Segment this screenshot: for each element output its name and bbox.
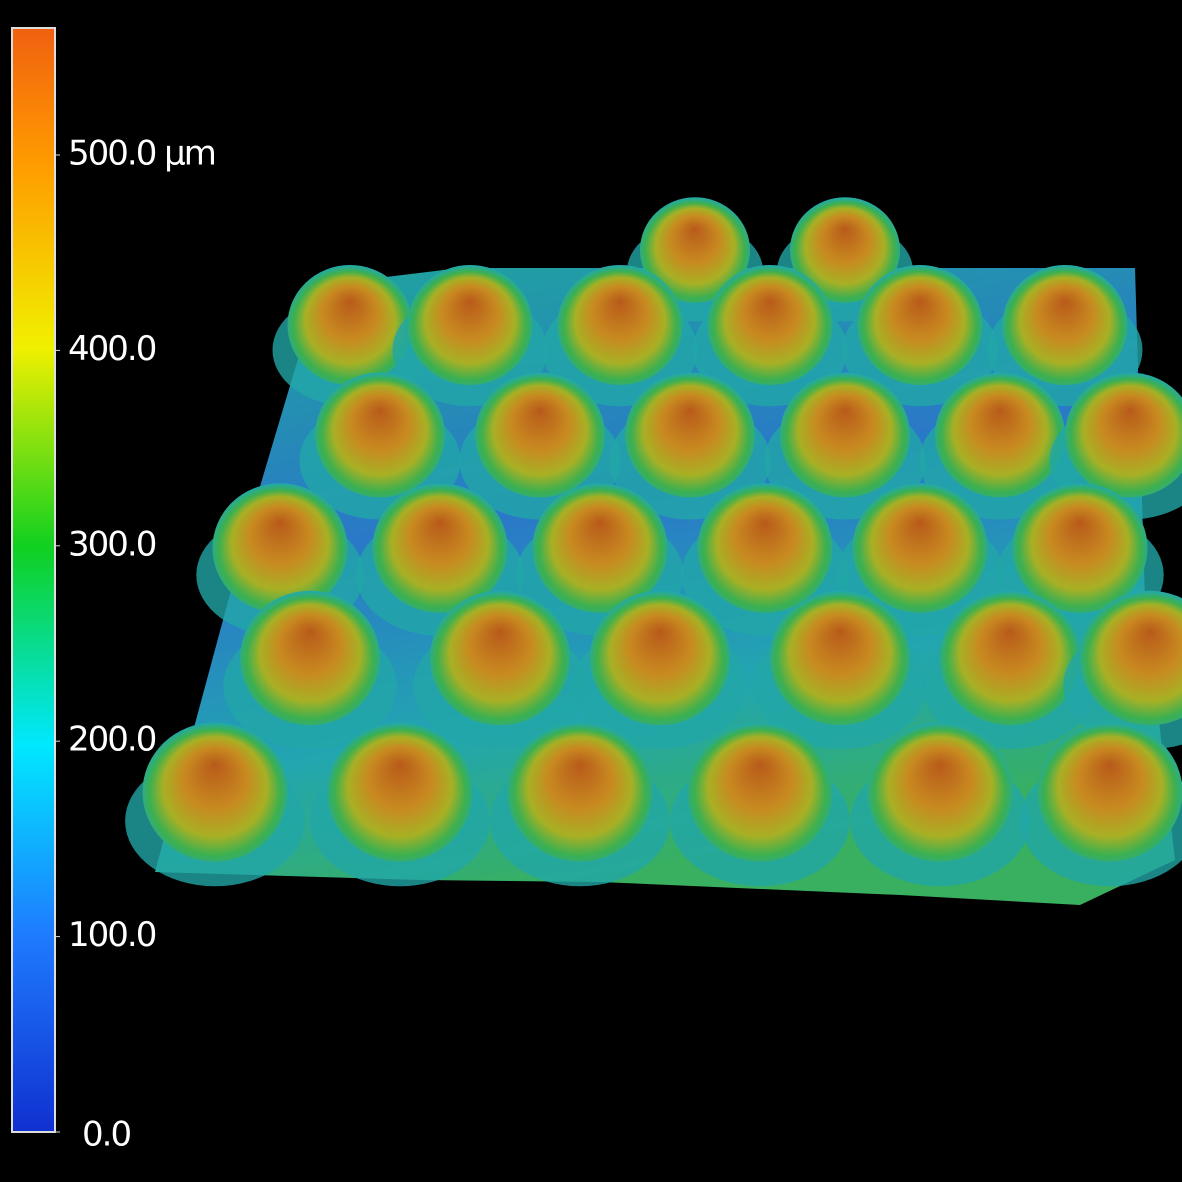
colorbar-tick-label: 100.0 xyxy=(68,915,156,955)
dome xyxy=(770,590,910,726)
dome xyxy=(475,372,605,498)
dome xyxy=(707,265,833,385)
dome xyxy=(1037,722,1182,862)
colorbar-tick-label: 500.0 µm xyxy=(68,134,215,174)
colorbar-tick-label: 300.0 xyxy=(68,524,156,564)
colorbar-tick-label: 0.0 xyxy=(82,1115,130,1155)
dome xyxy=(935,372,1065,498)
dome xyxy=(857,265,983,385)
dome xyxy=(687,722,833,862)
colorbar-ticks: 0.0 100.0 200.0 300.0 400.0 500.0 µm xyxy=(55,134,217,1155)
dome xyxy=(507,722,653,862)
dome xyxy=(940,590,1080,726)
dome xyxy=(287,265,413,385)
colorbar-tick-label: 400.0 xyxy=(68,329,156,369)
dome xyxy=(780,372,910,498)
dome xyxy=(852,483,988,613)
dome xyxy=(790,197,900,303)
dome xyxy=(590,590,730,726)
dome xyxy=(1002,265,1128,385)
dome xyxy=(557,265,683,385)
dome xyxy=(327,722,473,862)
colorbar xyxy=(11,27,56,1133)
dome xyxy=(240,590,380,726)
dome xyxy=(407,265,533,385)
dome-array xyxy=(125,197,1182,887)
dome xyxy=(372,483,508,613)
dome xyxy=(1065,372,1182,498)
dome xyxy=(430,590,570,726)
dome xyxy=(867,722,1013,862)
dome xyxy=(625,372,755,498)
dome xyxy=(315,372,445,498)
colorbar-tick-label: 200.0 xyxy=(68,720,156,760)
dome xyxy=(697,483,833,613)
dome xyxy=(1080,590,1182,726)
dome xyxy=(142,722,288,862)
dome xyxy=(212,483,348,613)
dome xyxy=(532,483,668,613)
dome xyxy=(640,197,750,303)
dome xyxy=(1012,483,1148,613)
